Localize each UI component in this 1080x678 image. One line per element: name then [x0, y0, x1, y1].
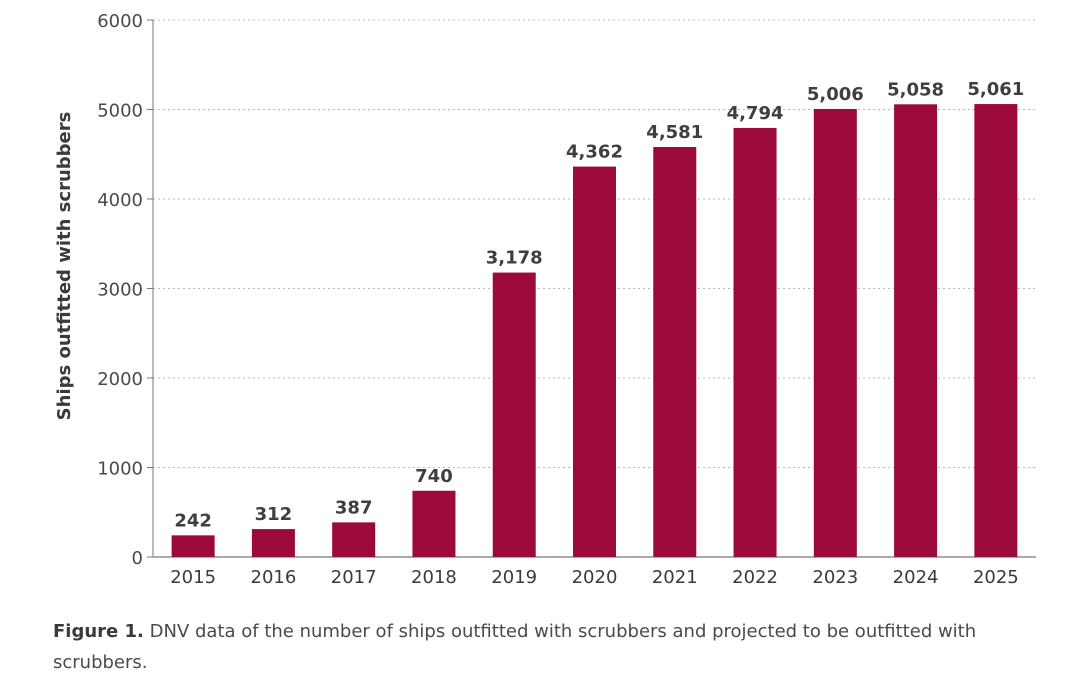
x-tick-label-2025: 2025	[973, 567, 1019, 588]
bar-chart: 0 1000 2000 3000 4000 5000 6000 242 312 387 740 3,…	[54, 11, 1036, 588]
bar-2015	[171, 535, 215, 557]
x-tick-label-2015: 2015	[170, 567, 216, 588]
value-label-2025: 5,061	[967, 79, 1024, 100]
caption-label: Figure 1.	[53, 621, 144, 642]
x-tick-label-2019: 2019	[491, 567, 537, 588]
bar-2016	[251, 529, 295, 557]
bar-2023	[813, 108, 857, 557]
figure-caption: Figure 1. DNV data of the number of ship…	[53, 616, 1043, 678]
x-tick-label-2021: 2021	[652, 567, 698, 588]
bar-2018	[412, 490, 456, 557]
bar-2024	[894, 104, 938, 558]
x-tick-label-2023: 2023	[812, 567, 858, 588]
bar-2017	[332, 522, 376, 557]
value-label-2016: 312	[255, 504, 293, 525]
caption-text: DNV data of the number of ships outfitte…	[53, 621, 977, 673]
value-label-2021: 4,581	[646, 122, 703, 143]
value-label-2020: 4,362	[566, 142, 623, 163]
y-tick-label: 3000	[97, 280, 143, 301]
bar-2020	[573, 166, 616, 557]
x-axis-ticks: 2015 2016 2017 2018 2019 2020 2021 2022 2023 2024…	[170, 567, 1019, 588]
value-label-2018: 740	[415, 466, 453, 487]
value-label-2015: 242	[174, 510, 212, 531]
bar-2025	[974, 104, 1018, 557]
x-tick-label-2018: 2018	[411, 567, 457, 588]
value-label-2017: 387	[335, 497, 373, 518]
x-tick-label-2022: 2022	[732, 567, 778, 588]
value-labels: 242 312 387 740 3,178 4,362 4,581 4,794 5,006 5,0…	[174, 79, 1024, 531]
bar-2022	[733, 127, 777, 557]
y-tick-label: 5000	[97, 101, 143, 122]
value-label-2024: 5,058	[887, 79, 944, 100]
bar-2019	[492, 272, 536, 557]
y-tick-label: 2000	[97, 369, 143, 390]
bar-2021	[653, 147, 697, 558]
x-tick-label-2016: 2016	[251, 567, 297, 588]
value-label-2019: 3,178	[486, 248, 543, 269]
y-axis-label: Ships outfitted with scrubbers	[54, 112, 75, 421]
y-tick-label: 1000	[97, 459, 143, 480]
x-tick-label-2020: 2020	[572, 567, 618, 588]
value-label-2022: 4,794	[727, 103, 784, 124]
x-tick-label-2024: 2024	[893, 567, 939, 588]
y-tick-label: 4000	[97, 190, 143, 211]
y-tick-label: 6000	[97, 11, 143, 32]
value-label-2023: 5,006	[807, 84, 864, 105]
y-axis-ticks: 0 1000 2000 3000 4000 5000 6000	[97, 11, 153, 569]
x-tick-label-2017: 2017	[331, 567, 377, 588]
bars	[171, 104, 1018, 558]
y-tick-label: 0	[132, 548, 143, 569]
